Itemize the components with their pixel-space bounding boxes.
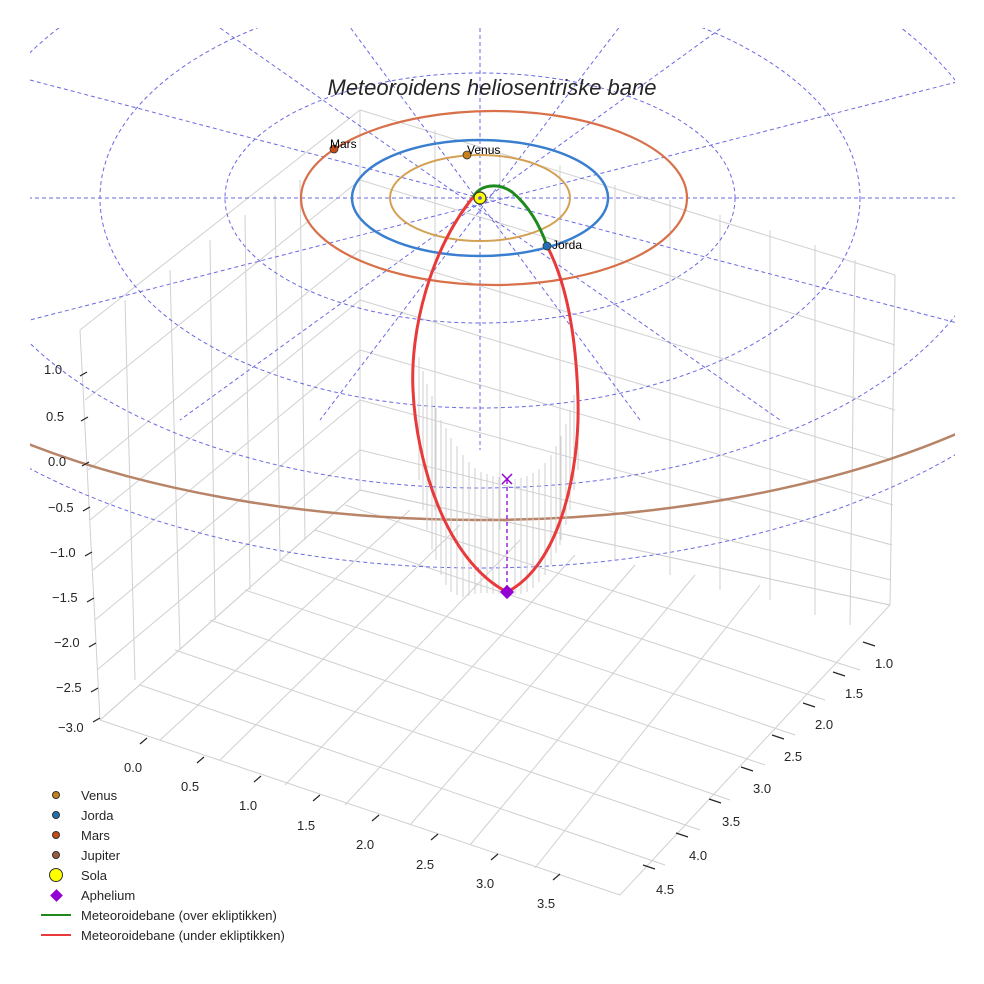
svg-text:3.5: 3.5 [537, 896, 555, 911]
aphelion-projection-x-icon [501, 473, 513, 485]
svg-text:2.0: 2.0 [356, 837, 374, 852]
jupiter-orbit [30, 433, 955, 522]
mars-orbit [299, 109, 689, 287]
svg-text:1.0: 1.0 [44, 362, 62, 377]
venus-label: Venus [467, 143, 500, 157]
red-line-icon [41, 934, 71, 936]
venus-dot-icon [52, 791, 60, 799]
svg-text:2.0: 2.0 [815, 717, 833, 732]
svg-text:0.5: 0.5 [46, 409, 64, 424]
legend-item-jupiter: Jupiter [36, 845, 285, 865]
jorda-label: Jorda [552, 238, 582, 252]
legend-item-jorda: Jorda [36, 805, 285, 825]
legend-item-orbit-above: Meteoroidebane (over ekliptikken) [36, 905, 285, 925]
svg-text:4.0: 4.0 [689, 848, 707, 863]
projection-stems [418, 357, 579, 597]
z-axis [79, 371, 101, 723]
svg-text:1.0: 1.0 [239, 798, 257, 813]
earth-marker-icon [542, 241, 552, 251]
legend-item-orbit-below: Meteoroidebane (under ekliptikken) [36, 925, 285, 945]
meteoroid-orbit-above [472, 184, 549, 248]
svg-text:−0.5: −0.5 [48, 500, 74, 515]
mars-dot-icon [52, 831, 60, 839]
legend-item-sola: Sola [36, 865, 285, 885]
svg-text:−2.5: −2.5 [56, 680, 82, 695]
svg-text:1.5: 1.5 [845, 686, 863, 701]
grid-lines [79, 109, 896, 896]
svg-text:0.0: 0.0 [48, 454, 66, 469]
venus-marker-icon [462, 150, 472, 160]
green-line-icon [41, 914, 71, 916]
svg-text:4.5: 4.5 [656, 882, 674, 897]
svg-text:3.5: 3.5 [722, 814, 740, 829]
legend: Venus Jorda Mars Jupiter Sola Aphelium M… [36, 785, 285, 945]
y-tick-labels: 1.0 1.5 2.0 2.5 3.0 3.5 4.0 4.5 [656, 656, 893, 897]
svg-text:3.0: 3.0 [476, 876, 494, 891]
mars-label: Mars [330, 137, 357, 151]
svg-text:0.0: 0.0 [124, 760, 142, 775]
mars-marker-icon [329, 144, 339, 154]
chart-title: Meteoroidens heliosentriske bane [328, 75, 657, 100]
x-tick-labels: 0.0 0.5 1.0 1.5 2.0 2.5 3.0 3.5 [124, 760, 555, 911]
svg-text:−3.0: −3.0 [58, 720, 84, 735]
legend-item-aphelium: Aphelium [36, 885, 285, 905]
svg-text:1.0: 1.0 [875, 656, 893, 671]
earth-dot-icon [52, 811, 60, 819]
earth-orbit [350, 138, 610, 258]
z-tick-labels: 1.0 0.5 0.0 −0.5 −1.0 −1.5 −2.0 −2.5 −3.… [44, 362, 84, 735]
polar-grid [30, 28, 955, 569]
y-axis [642, 641, 876, 870]
sun-dot-icon [49, 868, 63, 882]
svg-text:1.5: 1.5 [297, 818, 315, 833]
aphelion-diamond-legend-icon [49, 888, 63, 902]
svg-text:−2.0: −2.0 [54, 635, 80, 650]
legend-item-mars: Mars [36, 825, 285, 845]
aphelion-diamond-icon [499, 584, 515, 600]
svg-text:2.5: 2.5 [784, 749, 802, 764]
svg-text:0.5: 0.5 [181, 779, 199, 794]
jupiter-dot-icon [52, 851, 60, 859]
legend-item-venus: Venus [36, 785, 285, 805]
venus-orbit [389, 154, 571, 242]
x-axis [139, 737, 561, 881]
svg-text:−1.0: −1.0 [50, 545, 76, 560]
svg-text:−1.5: −1.5 [52, 590, 78, 605]
svg-text:2.5: 2.5 [416, 857, 434, 872]
svg-text:3.0: 3.0 [753, 781, 771, 796]
